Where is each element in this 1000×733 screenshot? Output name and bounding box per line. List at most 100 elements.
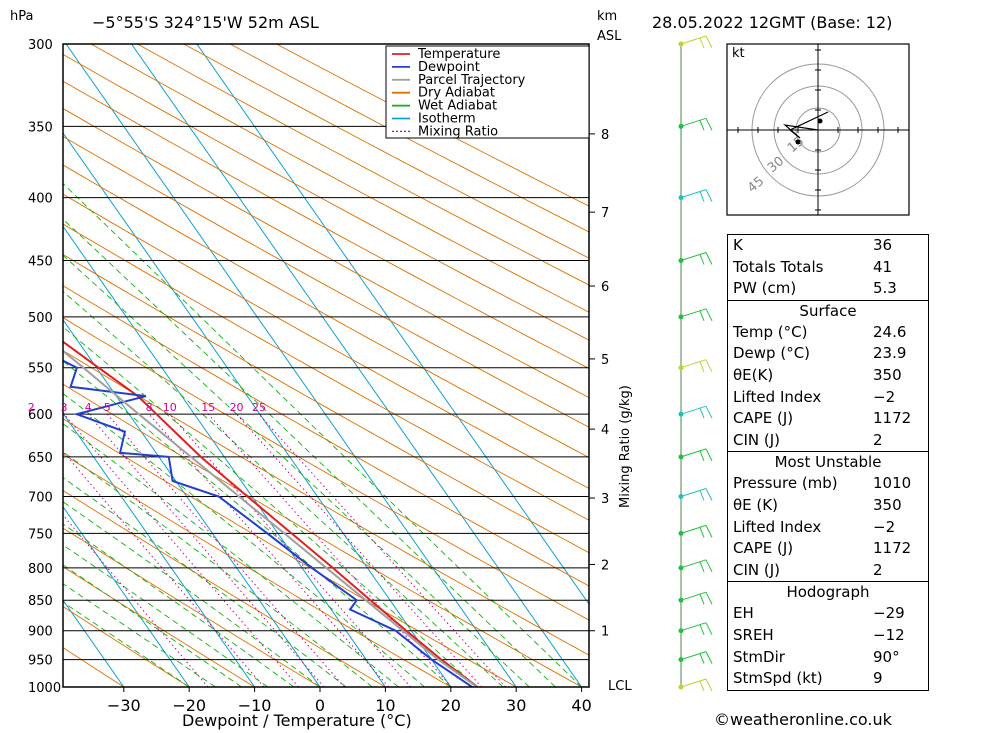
- dry-adiabat-line: [63, 136, 589, 428]
- isotherm-line: [63, 225, 387, 687]
- temp-tick-label: −30: [107, 696, 141, 715]
- dry-adiabat-line: [63, 647, 125, 687]
- index-label: Pressure (mb): [733, 474, 838, 493]
- height-tick-label: 1: [601, 625, 609, 640]
- height-tick-label: 2: [601, 558, 609, 573]
- mixing-ratio-label: 2: [28, 401, 35, 414]
- section-title: Hodograph: [786, 583, 870, 602]
- profile-parcel-trajectory: [63, 349, 479, 687]
- index-value: 23.9: [873, 344, 907, 363]
- temp-tick-label: 10: [375, 696, 395, 715]
- index-label: Totals Totals: [733, 257, 824, 276]
- index-label: CIN (J): [733, 430, 781, 449]
- index-value: 1172: [873, 409, 912, 428]
- index-value: 9: [873, 669, 883, 688]
- index-label: EH: [733, 604, 754, 623]
- mixing-ratio-label: 25: [252, 401, 266, 414]
- dry-adiabat-line: [63, 317, 589, 621]
- height-unit-label: km: [597, 9, 617, 24]
- index-row: K 36: [728, 235, 928, 257]
- index-label: StmDir: [733, 647, 785, 666]
- wind-barb: [680, 117, 713, 131]
- hodograph-end-dot: [795, 139, 801, 145]
- wind-barb-dot: [678, 258, 684, 264]
- temp-tick-label: 40: [571, 696, 591, 715]
- index-value: 24.6: [873, 322, 907, 341]
- pressure-unit-label: hPa: [10, 9, 33, 24]
- wind-barb: [680, 448, 713, 462]
- pressure-tick-label: 700: [28, 491, 53, 506]
- wind-barb: [680, 524, 713, 538]
- section-title: Surface: [799, 301, 857, 320]
- most-unstable-section: Most Unstable Pressure (mb) 1010 θE (K) 350…: [728, 452, 928, 583]
- section-title: Most Unstable: [774, 453, 882, 472]
- temp-tick-label: 20: [441, 696, 461, 715]
- legend-label: Mixing Ratio: [418, 124, 498, 139]
- height-tick-label: 7: [601, 206, 609, 221]
- index-value: −29: [873, 604, 905, 623]
- datetime-title: 28.05.2022 12GMT (Base: 12): [652, 13, 892, 32]
- wind-barb: [680, 678, 713, 692]
- wind-barb-dot: [678, 494, 684, 500]
- mixing-ratio-label: 15: [201, 401, 215, 414]
- index-row: EH −29: [728, 603, 928, 625]
- isotherm-line: [63, 318, 321, 687]
- index-row: CIN (J) 2: [728, 430, 928, 452]
- legend-label: Dry Adiabat: [418, 86, 495, 101]
- dry-adiabat-line: [63, 108, 589, 399]
- storm-motion-dot: [817, 118, 823, 124]
- profile-temperature: [63, 340, 480, 687]
- index-value: −2: [873, 387, 896, 406]
- mixing-ratio-label: 3: [60, 401, 67, 414]
- height-tick-label: 3: [601, 492, 609, 507]
- pressure-tick-label: 550: [28, 362, 53, 377]
- wind-barb-dot: [678, 454, 684, 460]
- legend-label: Parcel Trajectory: [418, 73, 526, 88]
- index-row: Dewp (°C) 23.9: [728, 343, 928, 365]
- location-title: −5°55'S 324°15'W 52m ASL: [92, 13, 319, 32]
- dry-adiabat-line: [63, 53, 589, 341]
- index-row: Lifted Index −2: [728, 517, 928, 539]
- index-row: CAPE (J) 1172: [728, 408, 928, 430]
- index-label: Lifted Index: [733, 387, 822, 406]
- wind-barb-dot: [678, 597, 684, 603]
- mixing-ratio-line: [258, 413, 506, 687]
- legend-label: Isotherm: [418, 112, 476, 127]
- index-value: −12: [873, 625, 905, 644]
- index-row: Totals Totals 41: [728, 257, 928, 279]
- height-tick-label: 4: [601, 423, 609, 438]
- index-row: Lifted Index −2: [728, 387, 928, 409]
- dry-adiabat-line: [63, 606, 191, 687]
- index-label: Temp (°C): [733, 322, 808, 341]
- pressure-tick-label: 1000: [28, 681, 61, 696]
- mixing-ratio-label: 20: [230, 401, 244, 414]
- index-label: θE (K): [733, 495, 778, 514]
- index-value: 350: [873, 495, 902, 514]
- pressure-tick-label: 650: [28, 451, 53, 466]
- index-label: StmSpd (kt): [733, 669, 823, 688]
- isotherm-line: [63, 412, 256, 687]
- lcl-label: LCL: [608, 679, 632, 694]
- pressure-tick-label: 750: [28, 527, 53, 542]
- index-row: CAPE (J) 1172: [728, 538, 928, 560]
- temp-tick-label: 0: [315, 696, 325, 715]
- isotherm-line: [65, 44, 517, 687]
- hodograph-unit-label: kt: [732, 46, 745, 61]
- mixing-ratio-label: 8: [146, 401, 153, 414]
- surface-section: Surface Temp (°C) 24.6 Dewp (°C) 23.9 θE(K) 3…: [728, 301, 928, 453]
- index-value: 36: [873, 236, 893, 254]
- index-row: SREH −12: [728, 625, 928, 647]
- pressure-tick-label: 600: [28, 408, 53, 423]
- index-label: CAPE (J): [733, 409, 794, 428]
- general-indices-section: K 36 Totals Totals 41 PW (cm) 5.3: [728, 235, 928, 301]
- dry-adiabat-line: [63, 164, 589, 458]
- index-value: −2: [873, 517, 896, 536]
- index-value: 5.3: [873, 279, 897, 298]
- wind-barb-dot: [678, 123, 684, 129]
- index-value: 1010: [873, 474, 912, 493]
- wet-adiabat-line: [63, 451, 373, 687]
- index-label: CAPE (J): [733, 539, 794, 558]
- mixing-ratio-label: 10: [163, 401, 177, 414]
- dry-adiabat-line: [63, 253, 589, 554]
